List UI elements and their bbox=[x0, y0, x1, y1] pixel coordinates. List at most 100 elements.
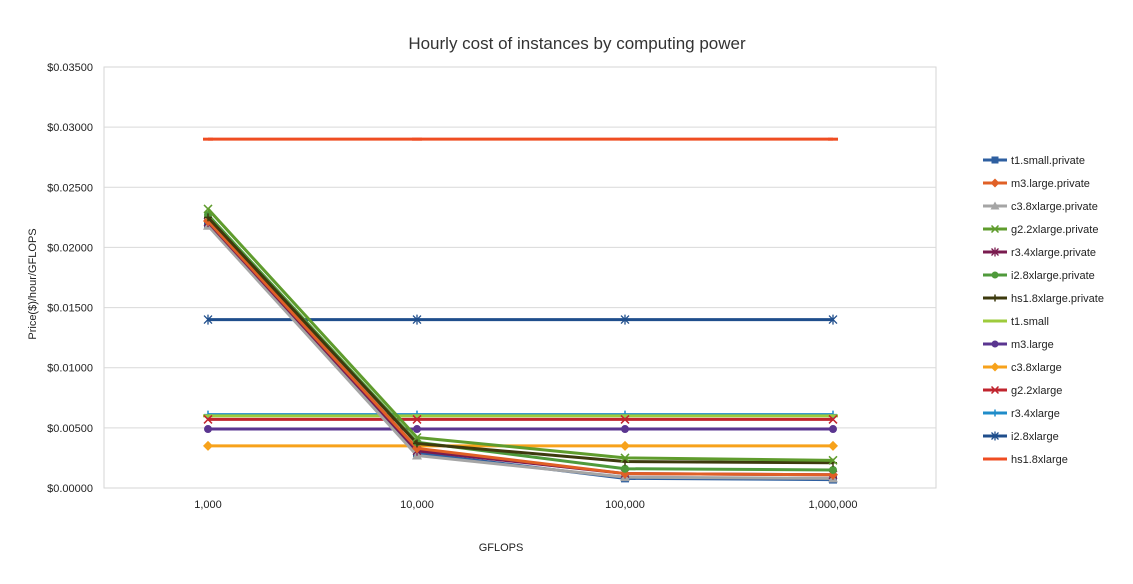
series-line bbox=[206, 223, 834, 482]
data-point bbox=[620, 453, 630, 463]
data-point bbox=[203, 314, 213, 325]
legend-item: c3.8xlarge bbox=[983, 362, 1062, 374]
data-point bbox=[991, 294, 999, 302]
data-point bbox=[412, 414, 422, 418]
data-point bbox=[203, 414, 213, 424]
y-tick-label: $0.00500 bbox=[47, 423, 93, 435]
data-point bbox=[203, 137, 213, 141]
x-tick-label: 10,000 bbox=[400, 499, 434, 511]
series-line bbox=[206, 207, 834, 462]
data-point bbox=[413, 425, 421, 434]
data-point bbox=[828, 414, 838, 418]
legend-label: t1.small.private bbox=[1011, 155, 1085, 167]
data-point bbox=[621, 425, 629, 434]
legend-item: m3.large.private bbox=[983, 178, 1090, 190]
legend-label: c3.8xlarge.private bbox=[1011, 201, 1098, 213]
data-point bbox=[620, 414, 630, 424]
data-point bbox=[990, 319, 1000, 323]
y-tick-label: $0.02500 bbox=[47, 182, 93, 194]
series-line bbox=[206, 216, 834, 465]
data-point bbox=[990, 385, 1000, 395]
y-tick-label: $0.02000 bbox=[47, 242, 93, 254]
series-4 bbox=[203, 217, 838, 480]
y-tick-label: $0.01500 bbox=[47, 303, 93, 315]
series-5 bbox=[204, 210, 837, 474]
y-tick-label: $0.00000 bbox=[47, 483, 93, 495]
data-point bbox=[828, 455, 838, 465]
y-axis-ticks: $0.00000 $0.00500 $0.01000 $0.01500 $0.02000… bbox=[47, 62, 93, 495]
legend: t1.small.private m3.large.private c3.8xlar… bbox=[983, 155, 1104, 466]
series-0 bbox=[204, 220, 837, 484]
series-line bbox=[206, 213, 834, 472]
legend-item: g2.2xlarge.private bbox=[983, 224, 1098, 236]
legend-item: hs1.8xlarge.private bbox=[983, 293, 1104, 305]
data-point bbox=[204, 425, 212, 434]
y-tick-label: $0.01000 bbox=[47, 363, 93, 375]
legend-item: r3.4xlarge.private bbox=[983, 247, 1096, 259]
series-3 bbox=[203, 204, 838, 465]
legend-item: r3.4xlarge bbox=[983, 408, 1060, 420]
series-10 bbox=[203, 414, 838, 424]
data-point bbox=[412, 414, 422, 424]
series-9 bbox=[203, 440, 838, 451]
data-point bbox=[203, 204, 213, 214]
plot-area bbox=[103, 66, 937, 489]
data-point bbox=[990, 457, 1000, 461]
data-point bbox=[990, 224, 1000, 234]
series-1 bbox=[203, 215, 838, 480]
data-point bbox=[991, 409, 999, 417]
x-axis-ticks: 1,000 10,000 100,000 1,000,000 bbox=[194, 499, 857, 511]
data-point bbox=[620, 414, 630, 418]
legend-item: c3.8xlarge.private bbox=[983, 201, 1098, 213]
data-point bbox=[991, 431, 999, 441]
data-point bbox=[412, 432, 422, 443]
legend-item: hs1.8xlarge bbox=[983, 454, 1068, 466]
legend-label: i2.8xlarge bbox=[1011, 431, 1059, 443]
data-point bbox=[620, 137, 630, 141]
series-13 bbox=[203, 137, 838, 141]
series-line bbox=[206, 219, 834, 477]
legend-label: r3.4xlarge.private bbox=[1011, 247, 1096, 259]
legend-item: t1.small bbox=[983, 316, 1049, 328]
legend-item: t1.small.private bbox=[983, 155, 1085, 167]
legend-label: r3.4xlarge bbox=[1011, 408, 1060, 420]
legend-label: c3.8xlarge bbox=[1011, 362, 1062, 374]
data-point bbox=[828, 314, 838, 325]
data-point bbox=[621, 464, 629, 473]
legend-label: hs1.8xlarge bbox=[1011, 454, 1068, 466]
series-line bbox=[206, 224, 834, 480]
x-axis-label: GFLOPS bbox=[479, 542, 524, 554]
y-tick-label: $0.03500 bbox=[47, 62, 93, 74]
legend-label: i2.8xlarge.private bbox=[1011, 270, 1095, 282]
legend-item: m3.large bbox=[983, 339, 1054, 351]
legend-item: g2.2xlarge bbox=[983, 385, 1062, 397]
legend-label: g2.2xlarge.private bbox=[1011, 224, 1098, 236]
y-axis-label: Price($)/hour/GFLOPS bbox=[27, 228, 39, 339]
gridlines bbox=[104, 126, 936, 429]
legend-label: t1.small bbox=[1011, 316, 1049, 328]
data-point bbox=[991, 156, 999, 164]
data-point bbox=[990, 178, 1000, 188]
series-line bbox=[206, 221, 834, 477]
data-point bbox=[829, 425, 837, 434]
data-point bbox=[203, 440, 213, 451]
series-lines bbox=[203, 137, 838, 484]
data-point bbox=[991, 271, 999, 279]
data-point bbox=[620, 314, 630, 325]
x-tick-label: 1,000 bbox=[194, 499, 222, 511]
series-8 bbox=[204, 425, 837, 434]
y-tick-label: $0.03000 bbox=[47, 122, 93, 134]
data-point bbox=[828, 137, 838, 141]
data-point bbox=[990, 362, 1000, 372]
data-point bbox=[990, 201, 1000, 210]
series-7 bbox=[203, 414, 838, 418]
legend-label: hs1.8xlarge.private bbox=[1011, 293, 1104, 305]
legend-item: i2.8xlarge bbox=[983, 431, 1059, 443]
data-point bbox=[620, 440, 630, 451]
series-12 bbox=[203, 314, 838, 325]
legend-label: g2.2xlarge bbox=[1011, 385, 1062, 397]
data-point bbox=[412, 443, 422, 454]
x-tick-label: 1,000,000 bbox=[809, 499, 858, 511]
